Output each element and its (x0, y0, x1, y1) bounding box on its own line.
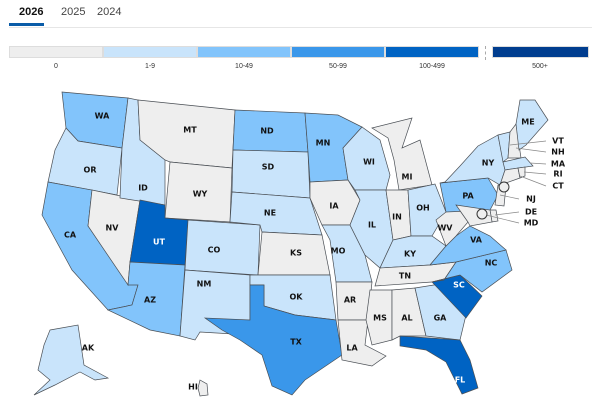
state-label-nc: NC (485, 259, 498, 268)
state-label-sc: SC (453, 281, 465, 290)
state-label-ma: MA (551, 160, 566, 169)
state-label-il: IL (368, 221, 376, 230)
state-label-la: LA (346, 344, 358, 353)
state-wi[interactable] (342, 126, 391, 191)
state-label-ar: AR (344, 296, 356, 305)
state-label-fl: FL (455, 376, 466, 385)
state-ri[interactable] (517, 166, 526, 179)
legend-swatch-0 (9, 46, 103, 58)
state-label-ri: RI (553, 170, 562, 179)
state-label-me: ME (521, 118, 534, 127)
state-sd[interactable] (231, 149, 311, 199)
state-label-nj: NJ (526, 195, 536, 204)
state-label-nh: NH (551, 148, 564, 157)
state-label-mt: MT (183, 126, 197, 135)
legend-swatch-500-plus (492, 46, 589, 58)
state-label-nv: NV (106, 224, 120, 233)
legend-label: 0 (54, 63, 58, 70)
state-ma[interactable] (502, 156, 534, 171)
state-label-co: CO (208, 246, 221, 255)
tab-2025[interactable]: 2025 (61, 6, 86, 18)
state-label-ny: NY (482, 159, 495, 168)
legend-label: 1-9 (144, 63, 156, 70)
state-label-oh: OH (416, 204, 430, 213)
state-label-mi: MI (402, 173, 413, 182)
legend-swatch-50-99 (291, 46, 385, 58)
state-label-ks: KS (290, 249, 302, 258)
state-label-de: DE (525, 208, 537, 217)
legend-label: 50-99 (329, 63, 347, 70)
state-label-ut: UT (153, 238, 165, 247)
state-label-ia: IA (329, 202, 339, 211)
legend-label: 100-499 (419, 63, 445, 70)
city-marker[interactable] (476, 208, 488, 220)
state-label-wy: WY (193, 190, 208, 199)
state-ak[interactable] (33, 324, 110, 396)
state-label-az: AZ (144, 296, 156, 305)
state-hi[interactable] (197, 379, 209, 397)
state-label-tx: TX (290, 338, 302, 347)
state-fl[interactable] (399, 335, 479, 395)
legend-swatch-10-49 (197, 46, 291, 58)
state-label-in: IN (392, 213, 402, 222)
state-label-nm: NM (197, 280, 212, 289)
legend-label: 500+ (532, 63, 548, 70)
state-label-ak: AK (82, 344, 95, 353)
tab-2026[interactable]: 2026 (19, 6, 44, 18)
state-label-ky: KY (404, 250, 416, 259)
state-al[interactable] (391, 287, 427, 341)
leader-line (519, 175, 547, 187)
state-tx[interactable] (203, 284, 343, 396)
leader-line (509, 140, 547, 146)
state-label-wv: WV (437, 224, 453, 233)
state-co[interactable] (184, 219, 261, 276)
state-label-ne: NE (264, 209, 276, 218)
state-ms[interactable] (365, 289, 393, 346)
state-label-wi: WI (363, 158, 375, 167)
leader-line (485, 214, 520, 224)
state-label-wa: WA (95, 112, 110, 121)
state-label-md: MD (524, 219, 539, 228)
state-label-pa: PA (462, 192, 474, 201)
city-marker[interactable] (498, 181, 510, 193)
leader-line (515, 147, 547, 153)
state-label-sd: SD (262, 163, 275, 172)
state-label-or: OR (84, 166, 97, 175)
legend-divider (485, 46, 486, 60)
legend-label: 10-49 (235, 63, 253, 70)
state-label-ct: CT (552, 182, 564, 191)
state-label-ok: OK (290, 293, 304, 302)
leader-line (523, 171, 547, 175)
state-label-ga: GA (434, 314, 448, 323)
state-label-ca: CA (64, 231, 77, 240)
state-ny[interactable] (439, 134, 506, 186)
state-label-id: ID (138, 184, 148, 193)
state-label-nd: ND (260, 127, 274, 136)
legend-swatch-1-9 (103, 46, 197, 58)
state-label-ms: MS (373, 314, 387, 323)
year-tabs: 2026 2025 2024 (9, 0, 592, 28)
state-label-mo: MO (331, 247, 346, 256)
tab-2024[interactable]: 2024 (97, 6, 122, 18)
leader-line (499, 194, 520, 200)
state-label-al: AL (401, 314, 412, 323)
state-label-hi: HI (188, 383, 198, 392)
legend-swatch-100-499 (385, 46, 479, 58)
state-label-vt: VT (552, 137, 564, 146)
color-legend: 0 1-9 10-49 50-99 100-499 500+ (9, 46, 599, 76)
state-me[interactable] (515, 99, 549, 151)
state-label-tn: TN (399, 272, 411, 281)
leader-line (494, 211, 520, 216)
active-tab-indicator (9, 23, 44, 26)
state-label-va: VA (470, 236, 483, 245)
state-label-mn: MN (316, 139, 331, 148)
leader-line (529, 162, 547, 165)
